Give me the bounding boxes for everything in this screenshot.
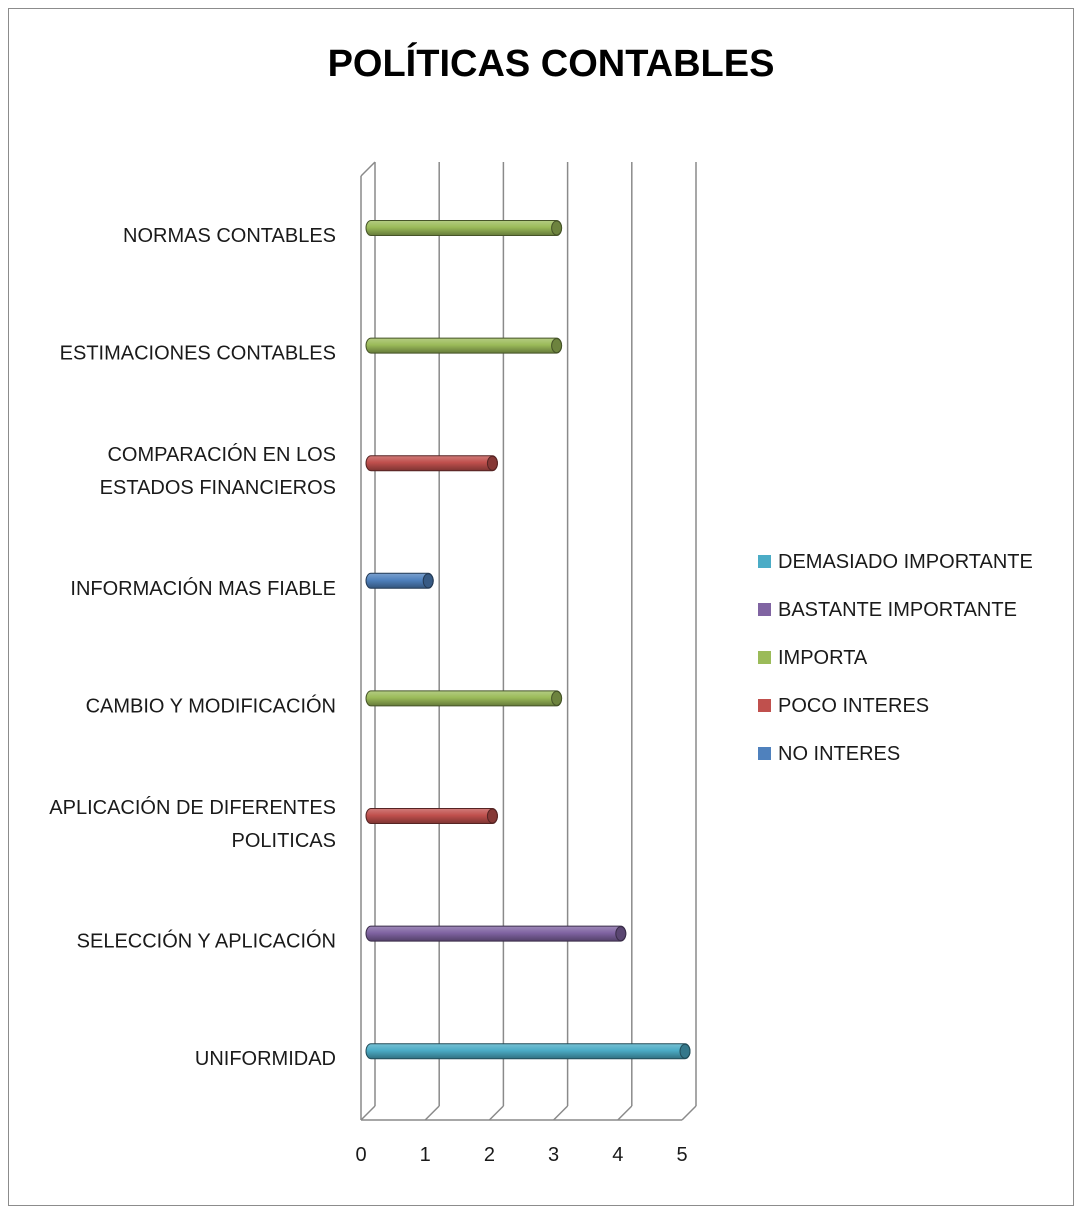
bar (365, 220, 563, 236)
x-axis-ticks: 0 1 2 3 4 5 (355, 1144, 687, 1166)
bar (365, 808, 498, 824)
bar (365, 925, 627, 942)
legend-label: IMPORTA (778, 647, 868, 669)
legend-swatch (758, 555, 771, 568)
category-label: NORMAS CONTABLES (123, 225, 336, 247)
x-tick-label: 1 (420, 1144, 431, 1166)
bars (365, 220, 691, 1060)
bar (365, 455, 498, 472)
category-label-line: INFORMACIÓN MAS FIABLE (70, 577, 336, 600)
x-tick-label: 4 (612, 1144, 623, 1166)
bar-end-cap (551, 338, 563, 354)
floor-depth-line (488, 1105, 504, 1121)
bar-body (365, 220, 563, 236)
x-tick-label: 5 (676, 1144, 687, 1166)
bar-end-cap (615, 926, 627, 942)
bar-body (365, 690, 563, 707)
bar-body (365, 455, 498, 472)
category-label: CAMBIO Y MODIFICACIÓN (86, 694, 336, 717)
bar-body (365, 808, 498, 824)
category-label-line: SELECCIÓN Y APLICACIÓN (77, 930, 336, 953)
legend: DEMASIADO IMPORTANTE BASTANTE IMPORTANTE I… (758, 551, 1033, 765)
category-label: UNIFORMIDAD (195, 1048, 336, 1070)
legend-label: BASTANTE IMPORTANTE (778, 599, 1017, 621)
floor-depth-line (360, 1105, 376, 1121)
bar-body (365, 925, 627, 942)
bar-end-cap (551, 690, 563, 706)
bar (365, 1043, 691, 1060)
wall-edge (360, 161, 376, 177)
category-label-line: APLICACIÓN DE DIFERENTES (49, 796, 336, 819)
floor-depth-line (424, 1105, 440, 1121)
bar-end-cap (551, 220, 563, 236)
bar (365, 690, 563, 707)
grid (360, 161, 697, 1121)
category-label-line: ESTIMACIONES CONTABLES (60, 343, 336, 365)
category-label-line: UNIFORMIDAD (195, 1048, 336, 1070)
x-tick-label: 2 (484, 1144, 495, 1166)
category-label-line: POLITICAS (232, 830, 336, 852)
category-label-line: COMPARACIÓN EN LOS (107, 443, 336, 466)
bar-end-cap (486, 808, 498, 824)
legend-label: POCO INTERES (778, 695, 929, 717)
category-label-line: NORMAS CONTABLES (123, 225, 336, 247)
chart-frame (8, 8, 1074, 1206)
floor-depth-line (553, 1105, 569, 1121)
legend-swatch (758, 747, 771, 760)
x-tick-label: 3 (548, 1144, 559, 1166)
legend-label: NO INTERES (778, 743, 900, 765)
floor-depth-line (681, 1105, 697, 1121)
x-tick-label: 0 (355, 1144, 366, 1166)
chart-title: POLÍTICAS CONTABLES (328, 41, 775, 85)
legend-swatch (758, 651, 771, 664)
bar (365, 337, 563, 354)
bar-end-cap (679, 1043, 691, 1059)
category-label-line: CAMBIO Y MODIFICACIÓN (86, 694, 336, 717)
legend-swatch (758, 699, 771, 712)
category-labels: NORMAS CONTABLES ESTIMACIONES CONTABLES CO… (49, 225, 336, 1070)
floor-depth-line (617, 1105, 633, 1121)
category-label: COMPARACIÓN EN LOS ESTADOS FINANCIEROS (100, 443, 336, 499)
bar-end-cap (486, 455, 498, 471)
bar-body (365, 1043, 691, 1060)
category-label-line: ESTADOS FINANCIEROS (100, 477, 336, 499)
bar (365, 572, 434, 589)
category-label: INFORMACIÓN MAS FIABLE (70, 577, 336, 600)
legend-label: DEMASIADO IMPORTANTE (778, 551, 1033, 573)
category-label: ESTIMACIONES CONTABLES (60, 343, 336, 365)
bar-end-cap (422, 573, 434, 589)
bar-body (365, 337, 563, 354)
category-label: APLICACIÓN DE DIFERENTES POLITICAS (49, 796, 336, 852)
category-label: SELECCIÓN Y APLICACIÓN (77, 930, 336, 953)
legend-swatch (758, 603, 771, 616)
